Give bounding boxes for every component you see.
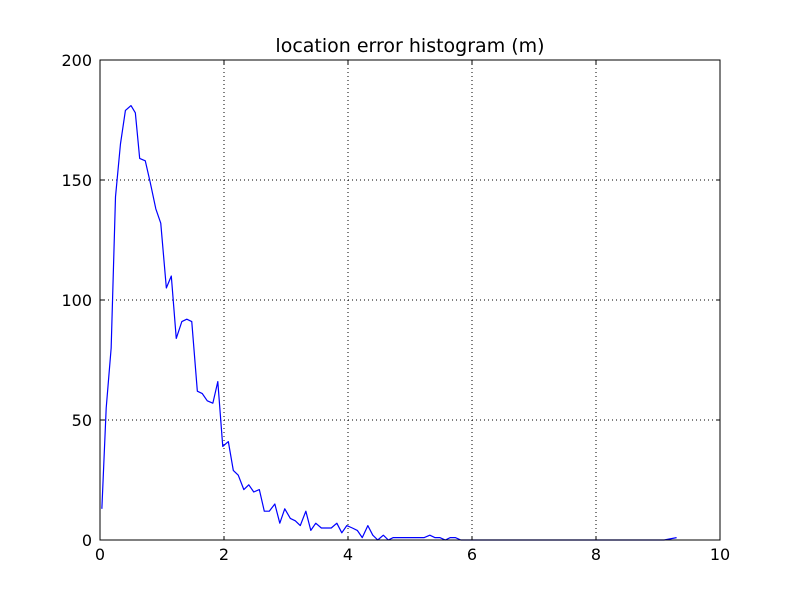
data-point xyxy=(191,321,192,322)
data-point xyxy=(315,523,316,524)
data-point xyxy=(352,527,353,528)
data-point xyxy=(101,508,102,509)
data-point xyxy=(372,535,373,536)
data-point xyxy=(284,508,285,509)
data-point xyxy=(367,525,368,526)
data-point xyxy=(398,537,399,538)
data-point xyxy=(259,489,260,490)
data-point xyxy=(439,537,440,538)
data-point xyxy=(414,537,415,538)
data-point xyxy=(197,391,198,392)
data-point xyxy=(419,537,420,538)
data-point xyxy=(171,275,172,276)
data-point xyxy=(295,520,296,521)
grid-lines xyxy=(100,60,720,540)
data-point xyxy=(212,403,213,404)
x-tick-label: 6 xyxy=(467,545,477,564)
x-tick-label: 4 xyxy=(343,545,353,564)
data-point xyxy=(393,537,394,538)
data-point xyxy=(326,527,327,528)
data-point xyxy=(346,525,347,526)
data-point xyxy=(166,287,167,288)
y-tick-label: 150 xyxy=(61,171,92,190)
data-point xyxy=(181,321,182,322)
data-point xyxy=(279,523,280,524)
x-tick-label: 8 xyxy=(591,545,601,564)
chart-title: location error histogram (m) xyxy=(275,35,544,57)
data-point xyxy=(176,338,177,339)
x-tick-label: 0 xyxy=(95,545,105,564)
data-point xyxy=(331,527,332,528)
data-point xyxy=(207,400,208,401)
data-point xyxy=(106,407,107,408)
x-tick-label: 10 xyxy=(710,545,730,564)
y-tick-label: 0 xyxy=(82,531,92,550)
data-point xyxy=(429,535,430,536)
data-point xyxy=(264,511,265,512)
data-point xyxy=(233,470,234,471)
data-point xyxy=(238,475,239,476)
data-point xyxy=(125,110,126,111)
data-point xyxy=(139,158,140,159)
data-point xyxy=(135,112,136,113)
y-tick-label: 50 xyxy=(72,411,92,430)
data-point xyxy=(150,182,151,183)
y-tick-label: 100 xyxy=(61,291,92,310)
data-point xyxy=(155,208,156,209)
data-point xyxy=(130,105,131,106)
data-point xyxy=(362,537,363,538)
tick-marks xyxy=(99,59,721,541)
data-point xyxy=(341,532,342,533)
data-point xyxy=(455,537,456,538)
data-point xyxy=(202,393,203,394)
y-tick-label: 200 xyxy=(61,51,92,70)
data-point xyxy=(217,381,218,382)
data-point xyxy=(186,319,187,320)
data-point xyxy=(248,484,249,485)
data-point xyxy=(357,530,358,531)
data-point xyxy=(305,511,306,512)
data-point xyxy=(383,535,384,536)
data-point xyxy=(222,446,223,447)
data-point xyxy=(243,489,244,490)
data-point xyxy=(145,160,146,161)
data-point xyxy=(424,537,425,538)
data-point xyxy=(450,537,451,538)
data-point xyxy=(228,441,229,442)
x-tick-label: 2 xyxy=(219,545,229,564)
data-point xyxy=(300,525,301,526)
data-point xyxy=(253,491,254,492)
data-point xyxy=(274,503,275,504)
data-point xyxy=(160,223,161,224)
data-point xyxy=(434,537,435,538)
data-point xyxy=(120,143,121,144)
data-point xyxy=(403,537,404,538)
data-point xyxy=(676,537,677,538)
data-point xyxy=(115,196,116,197)
data-point xyxy=(290,518,291,519)
data-point xyxy=(336,523,337,524)
data-point xyxy=(310,530,311,531)
data-point xyxy=(111,347,112,348)
data-point xyxy=(269,511,270,512)
data-point xyxy=(321,527,322,528)
data-point xyxy=(408,537,409,538)
